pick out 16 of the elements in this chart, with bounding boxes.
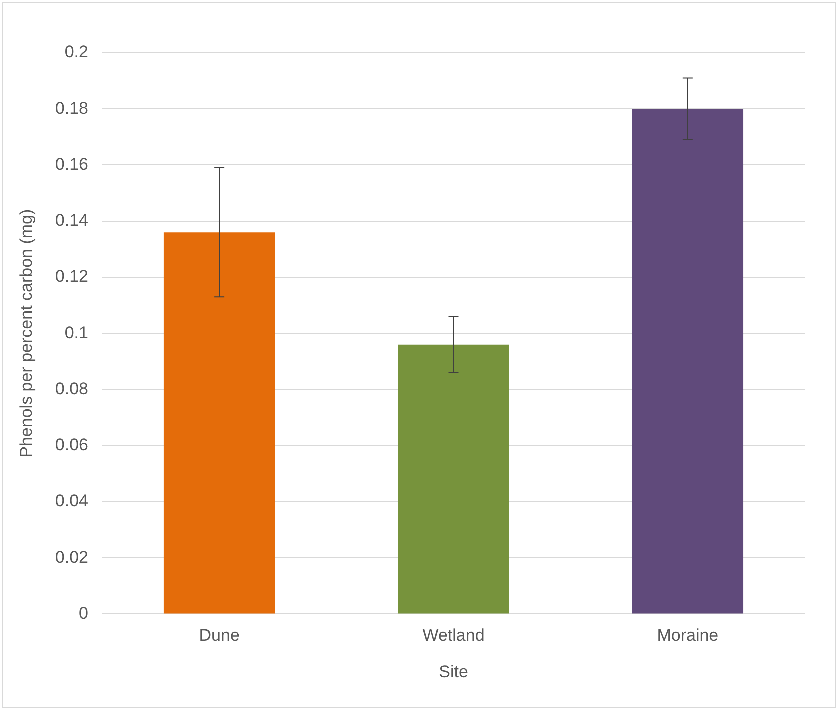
y-tick-label: 0.12	[55, 267, 88, 286]
x-tick-label: Dune	[199, 626, 240, 646]
y-tick-label: 0.16	[55, 154, 88, 174]
x-tick-label: Moraine	[657, 626, 719, 646]
y-tick-label: 0.14	[55, 211, 88, 230]
y-axis-title: Phenols per percent carbon (mg)	[16, 209, 36, 458]
y-tick-label: 0.04	[55, 492, 88, 511]
y-tick-label: 0.08	[55, 379, 88, 398]
y-tick-label: 0.1	[64, 323, 88, 342]
y-tick-label: 0.02	[55, 548, 88, 567]
y-tick-label: 0.18	[55, 98, 88, 118]
y-tick-label: 0	[79, 604, 88, 623]
y-tick-label: 0.06	[55, 436, 88, 455]
x-tick-label: Wetland	[422, 626, 485, 646]
y-tick-label: 0.2	[64, 42, 88, 62]
x-axis-title: Site	[439, 662, 468, 682]
